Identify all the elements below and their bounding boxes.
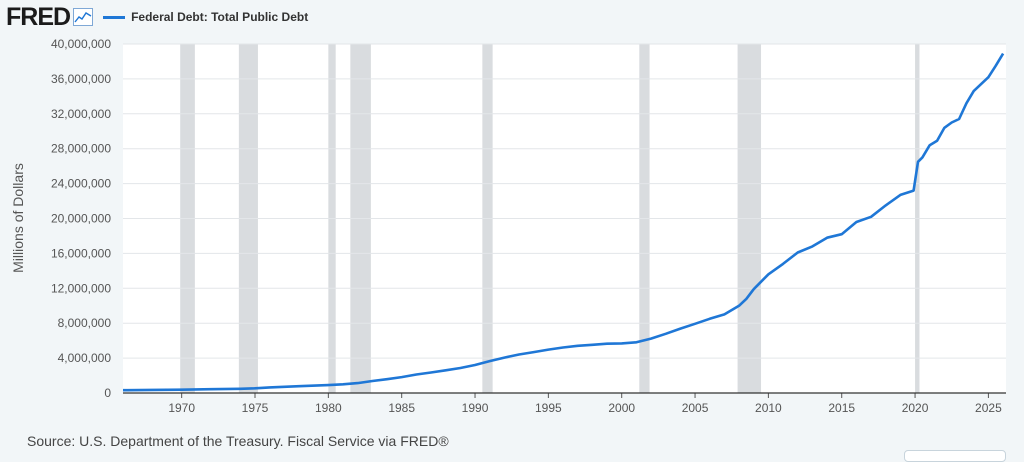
x-tick-label: 1975 bbox=[242, 401, 269, 415]
legend-swatch bbox=[103, 15, 126, 19]
line-chart-icon bbox=[73, 8, 94, 26]
x-tick-label: 2000 bbox=[608, 401, 635, 415]
y-tick-label: 36,000,000 bbox=[51, 72, 111, 86]
fred-logo[interactable]: FRED bbox=[6, 2, 71, 31]
y-tick-label: 28,000,000 bbox=[51, 142, 111, 156]
y-tick-label: 12,000,000 bbox=[51, 281, 111, 295]
x-tick-label: 1980 bbox=[315, 401, 342, 415]
x-tick-label: 2005 bbox=[682, 401, 709, 415]
y-tick-label: 40,000,000 bbox=[51, 37, 111, 51]
debt-line-chart: 0 4,000,000 8,000,000 12,000,000 16,000,000 2… bbox=[10, 37, 1006, 415]
x-tick-label: 2015 bbox=[828, 401, 855, 415]
source-note: Source: U.S. Department of the Treasury.… bbox=[27, 433, 449, 449]
x-tick-label: 2010 bbox=[755, 401, 782, 415]
y-tick-label: 4,000,000 bbox=[58, 351, 112, 365]
x-tick-label: 1985 bbox=[388, 401, 415, 415]
x-tick-label: 1995 bbox=[535, 401, 562, 415]
legend: Federal Debt: Total Public Debt bbox=[103, 10, 308, 24]
x-tick-label: 1970 bbox=[168, 401, 195, 415]
y-tick-label: 20,000,000 bbox=[51, 212, 111, 226]
y-tick-label: 8,000,000 bbox=[58, 316, 112, 330]
legend-label: Federal Debt: Total Public Debt bbox=[131, 10, 309, 24]
y-tick-label: 16,000,000 bbox=[51, 246, 111, 260]
x-tick-label: 1990 bbox=[462, 401, 489, 415]
y-tick-label: 24,000,000 bbox=[51, 177, 111, 191]
partial-button[interactable] bbox=[904, 450, 1006, 462]
y-axis-label: Millions of Dollars bbox=[10, 163, 26, 273]
y-tick-label: 32,000,000 bbox=[51, 107, 111, 121]
x-tick-label: 2020 bbox=[902, 401, 929, 415]
series-line-total-public-debt bbox=[122, 52, 1005, 392]
y-tick-label: 0 bbox=[104, 386, 111, 400]
chart-header: FRED Federal Debt: Total Public Debt bbox=[6, 2, 308, 31]
x-tick-label: 2025 bbox=[975, 401, 1002, 415]
